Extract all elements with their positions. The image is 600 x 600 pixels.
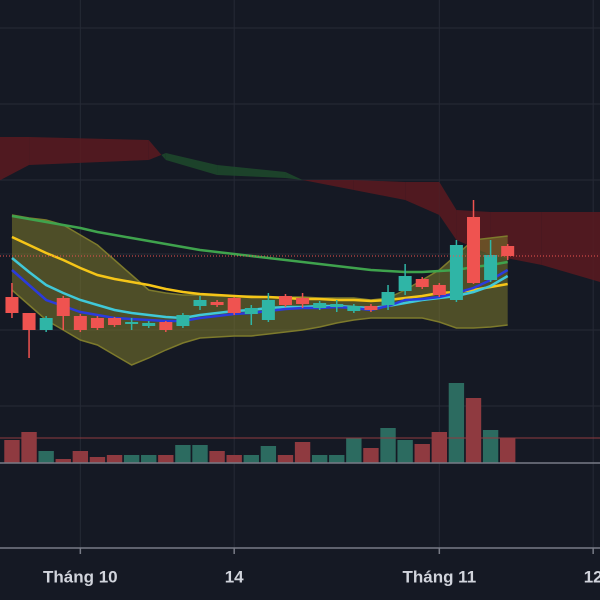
- x-tick-label: Tháng 10: [43, 567, 118, 586]
- volume-bar: [294, 442, 311, 463]
- cloud: [148, 140, 162, 160]
- volume-bar: [500, 438, 516, 463]
- cloud: [165, 153, 218, 175]
- volume-bar: [192, 445, 208, 463]
- candle-body: [227, 298, 241, 313]
- volume-bar: [141, 455, 157, 463]
- candle-body: [193, 300, 207, 306]
- volume-bar: [158, 455, 174, 463]
- volume-bar: [448, 383, 465, 463]
- candle-body: [210, 302, 224, 305]
- band-edge: [11, 289, 508, 366]
- x-tick-label: 14: [225, 567, 244, 586]
- volume-bar: [397, 440, 413, 463]
- volume-bar: [89, 457, 106, 463]
- candle-body: [467, 217, 480, 283]
- candle-body: [56, 298, 70, 316]
- cloud: [0, 137, 30, 181]
- candle-body: [73, 316, 87, 330]
- volume-bar: [175, 445, 191, 463]
- candle-body: [244, 308, 258, 314]
- volume-bar: [72, 451, 89, 463]
- x-tick-label: Tháng 11: [402, 567, 476, 586]
- candle-body: [278, 296, 292, 305]
- candle-body: [313, 303, 327, 308]
- cloud: [541, 212, 600, 282]
- volume-bar: [277, 455, 294, 463]
- volume-bar: [329, 455, 345, 463]
- cloud: [285, 172, 303, 180]
- candle-body: [296, 298, 310, 304]
- candle-body: [381, 292, 395, 305]
- candle-body: [90, 318, 104, 328]
- volume-bar: [209, 451, 225, 463]
- candle-body: [142, 323, 156, 326]
- cloud: [353, 180, 406, 200]
- candle-body: [330, 304, 344, 307]
- volume-bar: [106, 455, 123, 463]
- candle-body: [347, 306, 361, 311]
- cloud: [302, 180, 354, 190]
- x-tick-label: 12: [584, 567, 600, 586]
- candle-body: [484, 255, 498, 280]
- plot-area: [0, 137, 600, 463]
- candle-body: [432, 285, 446, 295]
- volume-bar: [226, 455, 242, 463]
- cloud: [217, 165, 286, 178]
- moving-average: [11, 235, 508, 303]
- cloud: [439, 182, 457, 240]
- band-fill: [11, 215, 508, 365]
- candle-body: [159, 322, 173, 330]
- moving-average: [11, 214, 508, 274]
- volume-bar: [260, 446, 277, 463]
- volume-bar: [243, 455, 259, 463]
- candle-body: [5, 297, 19, 313]
- candle-body: [108, 318, 122, 325]
- cloud: [405, 182, 440, 215]
- candle-body: [364, 306, 378, 310]
- volume-bar: [482, 430, 499, 463]
- volume-bar: [465, 398, 482, 463]
- volume-bar: [21, 432, 37, 463]
- candle-body: [415, 279, 429, 287]
- candle-body: [125, 322, 139, 324]
- candle-body: [176, 315, 190, 326]
- volume-bar: [431, 432, 448, 463]
- candle-body: [22, 313, 36, 330]
- volume-bar: [123, 455, 140, 463]
- volume-bar: [414, 444, 430, 463]
- volume-bar: [38, 451, 54, 463]
- candle-body: [449, 245, 463, 300]
- candle-body: [39, 318, 53, 330]
- volume-bar: [363, 448, 379, 463]
- volume-bar: [4, 440, 20, 463]
- candle-body: [501, 246, 515, 256]
- volume-bar: [346, 438, 362, 463]
- volume-bar: [55, 459, 71, 463]
- cloud: [29, 137, 149, 165]
- x-axis-labels: Tháng 10 14 Tháng 11 12: [43, 548, 600, 586]
- moving-average: [11, 268, 509, 323]
- volume-bar: [311, 455, 328, 463]
- volume-bar: [380, 428, 396, 463]
- cloud: [161, 153, 166, 160]
- candle-body: [261, 300, 275, 320]
- candle-body: [398, 276, 412, 291]
